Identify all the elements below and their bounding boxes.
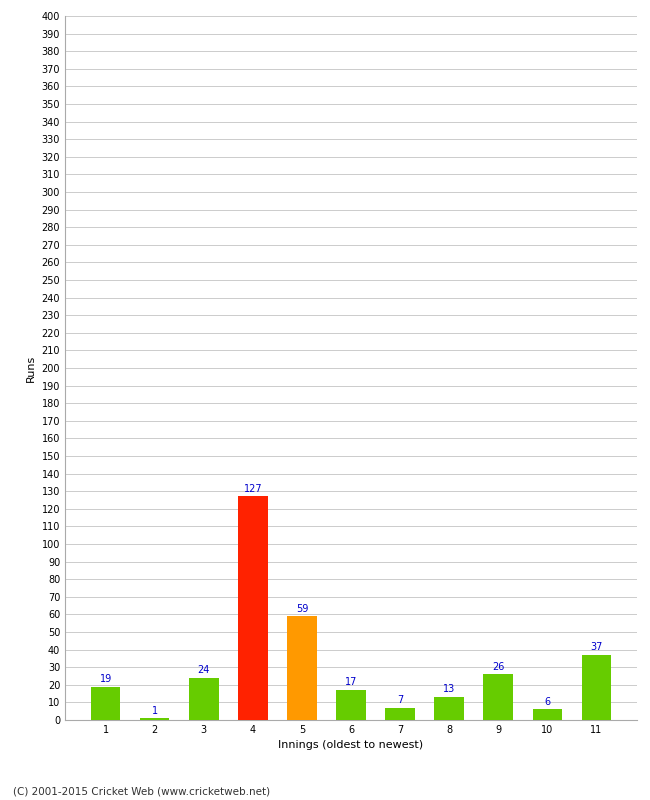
Bar <box>434 697 464 720</box>
Bar <box>336 690 366 720</box>
Text: 37: 37 <box>590 642 603 652</box>
X-axis label: Innings (oldest to newest): Innings (oldest to newest) <box>278 741 424 750</box>
Bar <box>385 708 415 720</box>
Text: 1: 1 <box>151 706 158 715</box>
Text: 24: 24 <box>198 665 210 675</box>
Bar <box>140 718 170 720</box>
Bar <box>582 655 611 720</box>
Text: 6: 6 <box>544 697 551 707</box>
Text: 59: 59 <box>296 603 308 614</box>
Bar <box>287 616 317 720</box>
Text: 13: 13 <box>443 685 455 694</box>
Text: 127: 127 <box>244 484 262 494</box>
Text: (C) 2001-2015 Cricket Web (www.cricketweb.net): (C) 2001-2015 Cricket Web (www.cricketwe… <box>13 786 270 796</box>
Text: 17: 17 <box>344 678 358 687</box>
Bar <box>238 497 268 720</box>
Bar <box>484 674 513 720</box>
Text: 7: 7 <box>397 695 403 705</box>
Y-axis label: Runs: Runs <box>26 354 36 382</box>
Text: 19: 19 <box>99 674 112 684</box>
Text: 26: 26 <box>492 662 504 672</box>
Bar <box>532 710 562 720</box>
Bar <box>189 678 218 720</box>
Bar <box>91 686 120 720</box>
